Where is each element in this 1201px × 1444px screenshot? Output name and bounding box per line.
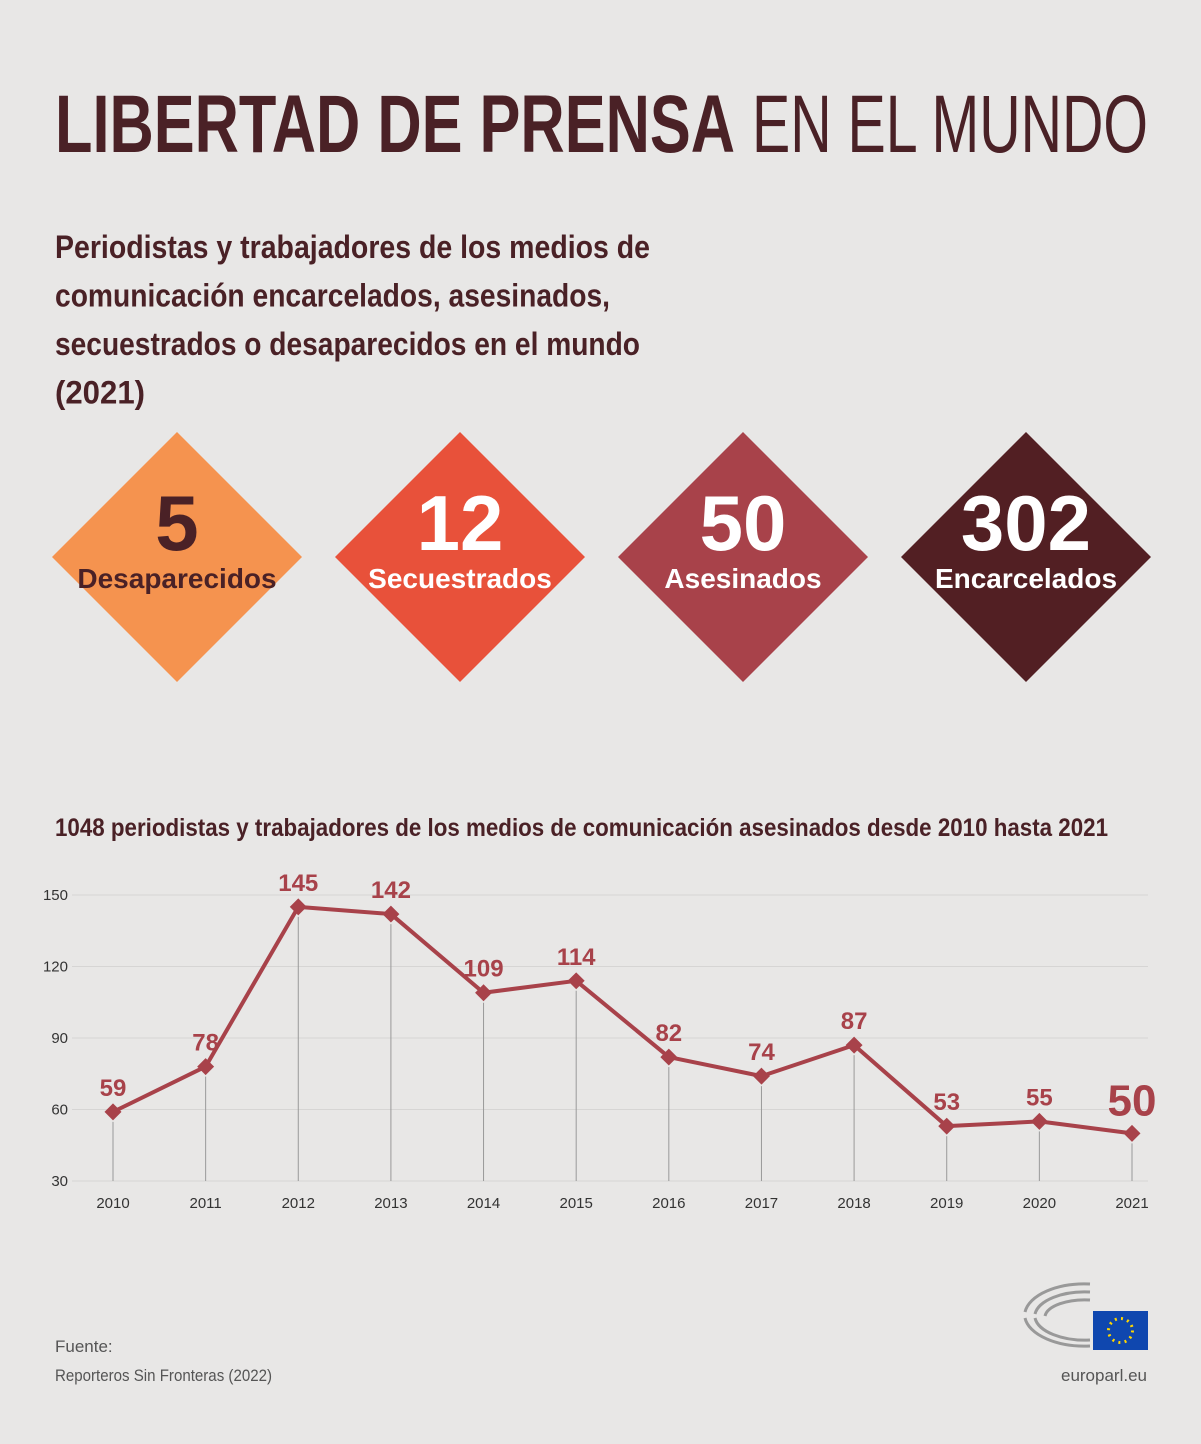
- data-line: [112, 904, 1133, 1136]
- x-tick-label: 2015: [559, 1195, 592, 1212]
- title-light: EN EL MUNDO: [752, 79, 1148, 170]
- data-marker: [289, 898, 307, 916]
- y-tick-label: 150: [43, 887, 68, 904]
- x-tick-label: 2012: [282, 1195, 315, 1212]
- x-tick-label: 2013: [374, 1195, 407, 1212]
- subtitle-line: (2021): [55, 375, 145, 411]
- stat-value: 50: [700, 479, 787, 567]
- data-marker: [475, 984, 493, 1002]
- x-tick-label: 2016: [652, 1195, 685, 1212]
- x-tick-label: 2021: [1115, 1195, 1148, 1212]
- stat-diamond: [52, 432, 302, 682]
- stat-label: Secuestrados: [368, 563, 552, 594]
- subtitle-line: secuestrados o desaparecidos en el mundo: [55, 326, 640, 362]
- stat-diamond: [618, 432, 868, 682]
- data-label: 82: [655, 1020, 682, 1047]
- y-tick-label: 30: [51, 1173, 68, 1190]
- stat-label: Asesinados: [664, 563, 821, 594]
- logo: [1023, 1282, 1148, 1350]
- stat-value: 302: [961, 479, 1091, 567]
- source-text: Reporteros Sin Fronteras (2022): [55, 1366, 272, 1385]
- data-marker: [567, 972, 585, 990]
- stat-diamond: [335, 432, 585, 682]
- data-label: 55: [1026, 1084, 1053, 1111]
- data-label: 78: [192, 1030, 219, 1057]
- stat-value: 12: [417, 479, 504, 567]
- site: europarl.eu: [1061, 1366, 1147, 1385]
- data-label: 59: [100, 1075, 127, 1102]
- data-marker: [845, 1036, 863, 1054]
- title-bold: LIBERTAD DE PRENSA: [55, 79, 735, 170]
- x-tick-label: 2018: [837, 1195, 870, 1212]
- subtitle-line: Periodistas y trabajadores de los medios…: [55, 229, 650, 265]
- data-marker: [938, 1117, 956, 1135]
- y-tick-label: 90: [51, 1030, 68, 1047]
- data-label: 114: [557, 944, 596, 971]
- stat-label: Desaparecidos: [77, 563, 276, 594]
- data-label: 50: [1108, 1076, 1157, 1125]
- data-marker: [660, 1048, 678, 1066]
- data-label: 53: [933, 1089, 960, 1116]
- y-tick-label: 120: [43, 959, 68, 976]
- data-marker: [752, 1067, 770, 1085]
- x-tick-label: 2014: [467, 1195, 500, 1212]
- x-tick-label: 2019: [930, 1195, 963, 1212]
- data-marker: [382, 905, 400, 923]
- stat-label: Encarcelados: [935, 563, 1117, 594]
- data-marker: [1123, 1124, 1141, 1142]
- data-label: 109: [464, 956, 504, 983]
- stat-value: 5: [155, 479, 198, 567]
- data-label: 142: [371, 877, 411, 904]
- x-tick-label: 2011: [190, 1195, 222, 1212]
- chart-title: 1048 periodistas y trabajadores de los m…: [55, 814, 1108, 842]
- x-tick-label: 2017: [745, 1195, 778, 1212]
- x-tick-label: 2020: [1023, 1195, 1056, 1212]
- y-tick-label: 60: [51, 1102, 68, 1119]
- source-label: Fuente:: [55, 1337, 113, 1356]
- data-label: 87: [841, 1008, 868, 1035]
- x-tick-label: 2010: [96, 1195, 129, 1212]
- stat-diamond: [901, 432, 1151, 682]
- data-label: 145: [278, 870, 318, 897]
- data-label: 74: [748, 1039, 775, 1066]
- subtitle-line: comunicación encarcelados, asesinados,: [55, 278, 610, 314]
- data-marker: [1030, 1112, 1048, 1130]
